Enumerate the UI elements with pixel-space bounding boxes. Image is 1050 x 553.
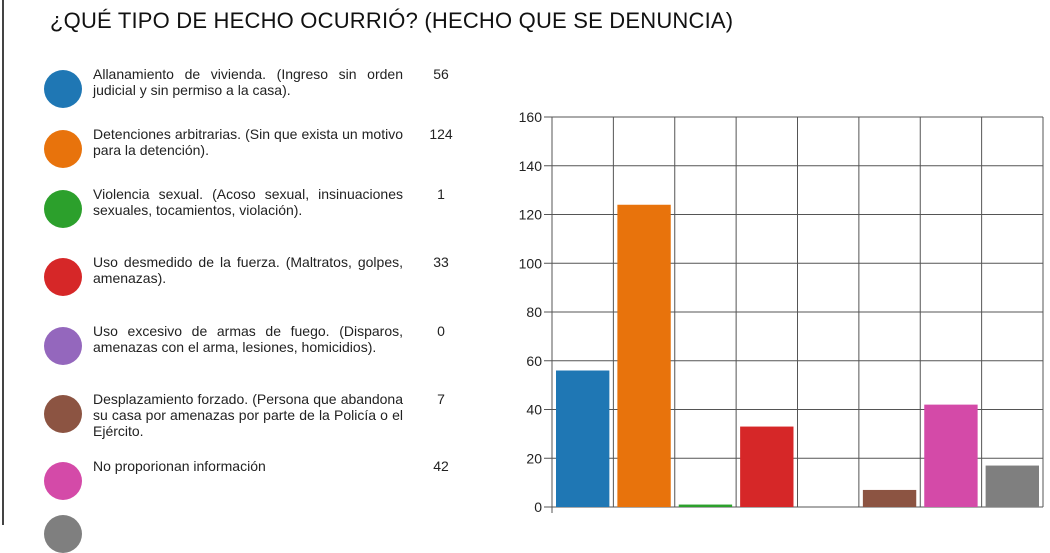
y-tick-label: 80 <box>526 304 542 320</box>
legend-label: Uso desmedido de la fuerza. (Maltratos, … <box>93 254 403 286</box>
y-tick-label: 160 <box>519 109 543 125</box>
legend-color-dot <box>44 190 82 228</box>
y-tick-label: 100 <box>519 255 543 271</box>
legend-value: 0 <box>437 323 445 339</box>
bar <box>924 404 978 507</box>
y-tick-label: 20 <box>526 450 542 466</box>
bar-chart: 0 20 40 60 80 100 120 140 160 <box>519 109 1044 515</box>
legend-value: 7 <box>437 391 445 407</box>
legend-label: Allanamiento de vivienda. (Ingreso sin o… <box>93 66 403 98</box>
y-tick-label: 60 <box>526 353 542 369</box>
legend-label: Detenciones arbitrarias. (Sin que exista… <box>93 126 403 158</box>
legend-color-dot <box>44 258 82 296</box>
legend-label: No proporionan información <box>93 458 266 474</box>
bar <box>556 370 610 507</box>
bar <box>985 465 1039 507</box>
legend-value: 124 <box>429 126 453 142</box>
bar <box>678 504 733 507</box>
legend-value: 33 <box>433 254 449 270</box>
legend-color-dot <box>44 327 82 365</box>
bar <box>617 204 671 507</box>
legend-color-dot <box>44 462 82 500</box>
frame-border <box>2 0 4 525</box>
legend-value: 56 <box>433 66 449 82</box>
legend-color-dot <box>44 395 82 433</box>
bar <box>862 489 917 507</box>
y-tick-label: 0 <box>534 499 542 515</box>
y-tick-label: 120 <box>519 207 543 223</box>
legend-color-dot <box>44 130 82 168</box>
legend-value: 1 <box>437 186 445 202</box>
legend-value: 42 <box>433 458 449 474</box>
page-title: ¿QUÉ TIPO DE HECHO OCURRIÓ? (HECHO QUE S… <box>50 8 734 33</box>
y-tick-label: 40 <box>526 402 542 418</box>
bar <box>740 426 794 507</box>
y-tick-label: 140 <box>519 158 543 174</box>
legend-label: Uso excesivo de armas de fuego. (Disparo… <box>93 323 403 355</box>
legend-color-dot <box>44 70 82 108</box>
legend-label: Violencia sexual. (Acoso sexual, insinua… <box>93 186 403 218</box>
legend-label: Desplazamiento forzado. (Persona que aba… <box>93 391 403 439</box>
